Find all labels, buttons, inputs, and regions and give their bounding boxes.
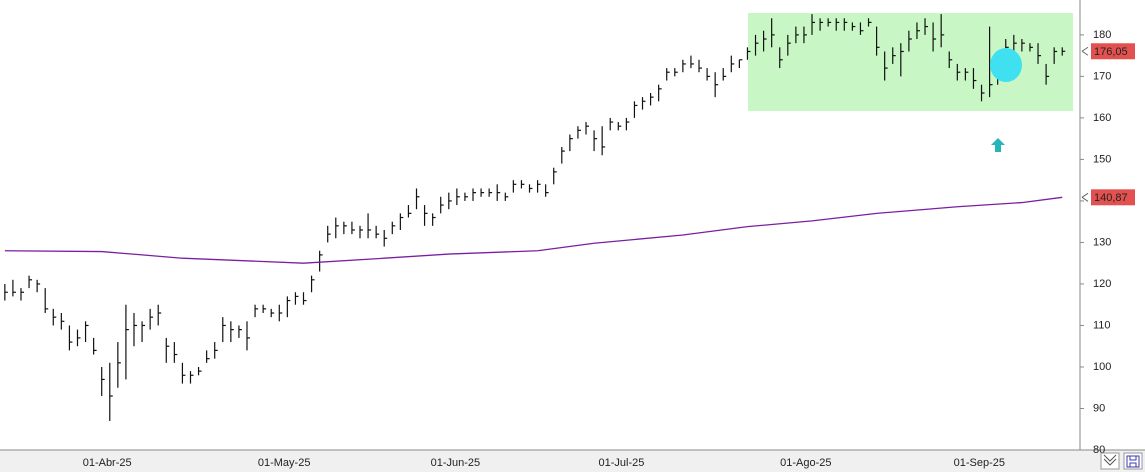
ma-price-label: 140,87: [1094, 192, 1128, 204]
moving-average-line: [4, 196, 1063, 264]
ma-price-box: [1091, 189, 1135, 206]
y-tick-label: 120: [1093, 278, 1111, 290]
axes: 809010011012013014015016017018001-Abr-25…: [83, 29, 1135, 469]
y-tick-label: 160: [1093, 112, 1111, 124]
ma-price-pointer: [1081, 192, 1089, 202]
x-tick-label: 01-Abr-25: [83, 457, 132, 469]
x-axis-strip: [0, 450, 1145, 472]
x-tick-label: 01-Ago-25: [780, 457, 831, 469]
x-tick-label: 01-May-25: [258, 457, 311, 469]
save-button[interactable]: [1123, 452, 1143, 470]
y-tick-label: 170: [1093, 70, 1111, 82]
x-tick-label: 01-Sep-25: [954, 457, 1005, 469]
last-price-box: [1091, 43, 1135, 60]
y-tick-label: 180: [1093, 29, 1111, 41]
up-arrow: [991, 138, 1005, 152]
zoom-icon: [1103, 454, 1117, 466]
marks: [4, 14, 1066, 421]
last-price-pointer: [1081, 46, 1089, 56]
x-tick-label: 01-Jul-25: [599, 457, 645, 469]
y-tick-label: 110: [1093, 319, 1111, 331]
y-tick-label: 90: [1093, 402, 1105, 414]
y-tick-label: 150: [1093, 153, 1111, 165]
highlight-circle: [990, 48, 1022, 82]
y-tick-label: 130: [1093, 236, 1111, 248]
last-price-label: 176,05: [1094, 46, 1128, 58]
save-icon: [1126, 455, 1140, 468]
highlight-zone: [748, 13, 1073, 111]
x-tick-label: 01-Jun-25: [431, 457, 481, 469]
y-tick-label: 100: [1093, 361, 1111, 373]
